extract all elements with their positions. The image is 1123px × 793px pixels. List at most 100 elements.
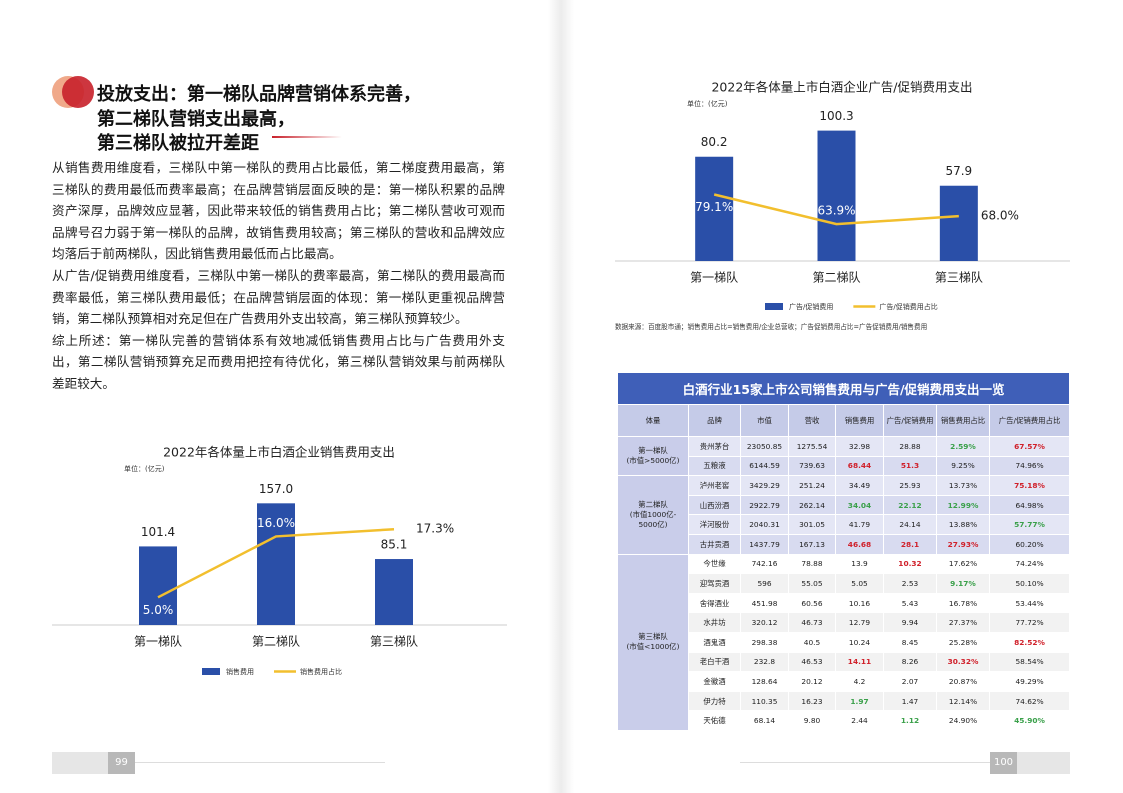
chart-title: 2022年各体量上市白酒企业销售费用支出 bbox=[163, 445, 395, 460]
page-spine bbox=[548, 0, 574, 793]
column-header: 品牌 bbox=[688, 404, 741, 437]
value-cell: 17.62% bbox=[936, 553, 990, 575]
value-cell: 6144.59 bbox=[740, 455, 789, 477]
x-tick-label: 第二梯队 bbox=[812, 270, 860, 285]
value-cell: 49.29% bbox=[988, 671, 1071, 692]
value-cell: 20.87% bbox=[936, 671, 990, 692]
value-cell: 2922.79 bbox=[740, 494, 789, 516]
value-cell: 41.79 bbox=[835, 514, 884, 535]
decor-circle bbox=[62, 76, 94, 108]
value-cell: 30.32% bbox=[936, 651, 990, 673]
value-cell: 10.32 bbox=[883, 553, 937, 575]
table-title-row: 白酒行业15家上市公司销售费用与广告/促销费用支出一览 bbox=[616, 372, 1071, 405]
value-cell: 12.79 bbox=[835, 612, 884, 633]
brand-cell: 老白干酒 bbox=[688, 651, 741, 673]
value-cell: 74.24% bbox=[988, 553, 1071, 575]
brand-cell: 洋河股份 bbox=[688, 514, 741, 535]
heading-line: 第二梯队营销支出最高， bbox=[97, 109, 295, 130]
value-cell: 1.97 bbox=[835, 690, 884, 712]
brand-cell: 今世缘 bbox=[688, 553, 741, 575]
value-cell: 1.47 bbox=[883, 690, 937, 712]
source-note: 数据来源：百度股市通；销售费用占比=销售费用/企业总营收；广告促销费用占比=广告… bbox=[615, 323, 928, 331]
value-cell: 13.9 bbox=[835, 553, 884, 575]
value-cell: 25.28% bbox=[936, 631, 990, 653]
value-cell: 22.12 bbox=[883, 494, 937, 516]
bar bbox=[375, 559, 413, 625]
value-cell: 75.18% bbox=[988, 475, 1071, 496]
value-cell: 34.04 bbox=[835, 494, 884, 516]
value-cell: 45.90% bbox=[988, 710, 1071, 731]
value-cell: 2.53 bbox=[883, 573, 937, 594]
bar bbox=[257, 503, 295, 625]
value-cell: 82.52% bbox=[988, 631, 1071, 653]
value-cell: 9.25% bbox=[936, 455, 990, 477]
x-tick-label: 第二梯队 bbox=[252, 634, 300, 649]
value-cell: 77.72% bbox=[988, 612, 1071, 633]
value-cell: 13.73% bbox=[936, 475, 990, 496]
group-label: 第一梯队 (市值>5000亿) bbox=[617, 435, 689, 477]
value-cell: 27.37% bbox=[936, 612, 990, 633]
value-cell: 262.14 bbox=[788, 494, 836, 516]
value-cell: 74.96% bbox=[988, 455, 1071, 477]
value-cell: 16.23 bbox=[788, 690, 836, 712]
value-cell: 32.98 bbox=[835, 436, 884, 457]
value-cell: 1437.79 bbox=[740, 533, 789, 555]
table-row: 天佑德 68.14 9.80 2.44 1.12 24.90% 45.90% bbox=[617, 710, 1071, 731]
value-cell: 68.44 bbox=[835, 455, 884, 477]
table-row: 第三梯队 (市值<1000亿) 今世缘 742.16 78.88 13.9 10.32 17… bbox=[617, 553, 1071, 731]
value-cell: 14.11 bbox=[835, 651, 884, 673]
value-cell: 64.98% bbox=[988, 494, 1071, 516]
table-row: 古井贡酒 1437.79 167.13 46.68 28.1 27.93% 60.20% bbox=[617, 533, 1071, 555]
value-cell: 50.10% bbox=[988, 573, 1071, 594]
value-cell: 739.63 bbox=[788, 455, 836, 477]
heading-line: 第三梯队被拉开差距 bbox=[97, 133, 259, 154]
brand-cell: 舍得酒业 bbox=[688, 592, 741, 614]
x-tick-label: 第三梯队 bbox=[370, 634, 418, 649]
line-value-label: 16.0% bbox=[257, 516, 295, 530]
value-cell: 58.54% bbox=[988, 651, 1071, 673]
bar-value-label: 101.4 bbox=[141, 525, 175, 539]
page-number: 99 bbox=[108, 752, 135, 774]
value-cell: 298.38 bbox=[740, 631, 789, 653]
table-row: 舍得酒业 451.98 60.56 10.16 5.43 16.78% 53.44% bbox=[617, 592, 1071, 614]
brand-cell: 山西汾酒 bbox=[688, 494, 741, 516]
value-cell: 10.24 bbox=[835, 631, 884, 653]
value-cell: 13.88% bbox=[936, 514, 990, 535]
value-cell: 2040.31 bbox=[740, 514, 789, 535]
table-row: 酒鬼酒 298.38 40.5 10.24 8.45 25.28% 82.52% bbox=[617, 631, 1071, 653]
footer-bar bbox=[52, 752, 108, 774]
line-value-label: 17.3% bbox=[416, 522, 454, 536]
value-cell: 16.78% bbox=[936, 592, 990, 614]
value-cell: 451.98 bbox=[740, 592, 789, 614]
value-cell: 53.44% bbox=[988, 592, 1071, 614]
table-header-row: 体量 品牌 市值 营收 销售费用 广告/促销费用 销售费用占比 广告/促销费用占比 bbox=[617, 404, 1071, 437]
column-header: 市值 bbox=[740, 404, 789, 437]
value-cell: 46.53 bbox=[788, 651, 836, 673]
value-cell: 9.17% bbox=[936, 573, 990, 594]
table-row: 伊力特 110.35 16.23 1.97 1.47 12.14% 74.62% bbox=[617, 690, 1071, 712]
column-header: 销售费用占比 bbox=[936, 404, 990, 437]
x-tick-label: 第一梯队 bbox=[134, 634, 182, 649]
value-cell: 12.14% bbox=[936, 690, 990, 712]
unit-label: 单位：(亿元) bbox=[124, 464, 165, 473]
footer-line bbox=[135, 762, 385, 763]
value-cell: 9.80 bbox=[788, 710, 836, 731]
data-table: 白酒行业15家上市公司销售费用与广告/促销费用支出一览 体量 品牌 市值 营收 销售费用广… bbox=[616, 372, 1071, 731]
value-cell: 40.5 bbox=[788, 631, 836, 653]
brand-cell: 贵州茅台 bbox=[688, 436, 741, 457]
value-cell: 25.93 bbox=[883, 475, 937, 496]
value-cell: 301.05 bbox=[788, 514, 836, 535]
heading-line: 投放支出：第一梯队品牌营销体系完善， bbox=[97, 84, 421, 105]
value-cell: 20.12 bbox=[788, 671, 836, 692]
value-cell: 74.62% bbox=[988, 690, 1071, 712]
value-cell: 27.93% bbox=[936, 533, 990, 555]
group-label: 第二梯队 (市值1000亿- 5000亿) bbox=[617, 475, 689, 555]
heading-decor bbox=[52, 76, 342, 138]
table-title: 白酒行业15家上市公司销售费用与广告/促销费用支出一览 bbox=[616, 372, 1071, 405]
value-cell: 110.35 bbox=[740, 690, 789, 712]
line-value-label: 63.9% bbox=[817, 204, 855, 218]
value-cell: 320.12 bbox=[740, 612, 789, 633]
value-cell: 46.73 bbox=[788, 612, 836, 633]
value-cell: 24.14 bbox=[883, 514, 937, 535]
